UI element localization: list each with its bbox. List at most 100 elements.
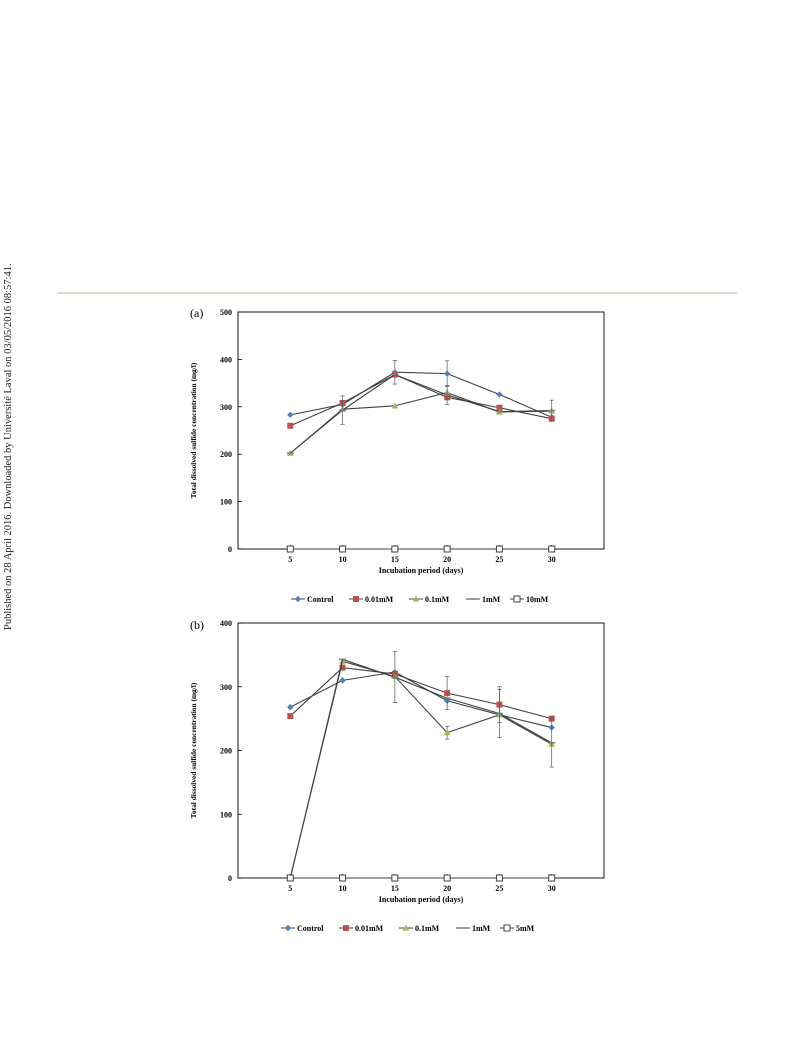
data-point xyxy=(443,729,451,736)
data-point xyxy=(548,545,556,553)
legend-marker xyxy=(503,924,511,932)
legend-item: 1mM xyxy=(466,595,501,604)
panel-label: (b) xyxy=(190,618,204,632)
legend-item: Control xyxy=(291,595,334,604)
data-point xyxy=(287,703,294,711)
data-point xyxy=(443,370,451,377)
legend-label: Control xyxy=(297,924,324,933)
data-point xyxy=(287,713,294,720)
series-line xyxy=(289,667,552,720)
y-tick-label: 100 xyxy=(220,498,232,507)
series-line xyxy=(289,373,552,454)
data-point xyxy=(287,411,294,419)
data-point xyxy=(391,545,399,553)
legend-label: 1mM xyxy=(482,595,501,604)
series-line xyxy=(290,371,552,418)
legend-marker xyxy=(513,595,521,603)
series-line xyxy=(290,373,552,427)
legend-item: 0.1mM xyxy=(409,595,450,604)
legend-item: 10mM xyxy=(510,595,549,604)
series-1mM xyxy=(286,373,556,455)
data-point xyxy=(496,391,503,398)
y-tick-label: 0 xyxy=(228,545,232,554)
legend-marker xyxy=(402,924,410,931)
x-tick-label: 30 xyxy=(548,555,556,564)
y-axis-label: Total dissolved sulfide concentration (m… xyxy=(189,362,198,498)
legend-label: 0.1mM xyxy=(415,924,440,933)
data-point xyxy=(495,874,503,882)
y-tick-label: 100 xyxy=(220,810,232,819)
x-tick-label: 15 xyxy=(391,884,399,893)
legend-marker xyxy=(294,595,302,603)
chart-b: (b) 0 100 200 300 400 5 10 15 20 25 30 Incubation pe… xyxy=(189,618,605,933)
plot-frame xyxy=(237,311,605,550)
legend-label: 0.01mM xyxy=(365,595,394,604)
legend-marker xyxy=(353,596,359,602)
data-point xyxy=(443,874,451,882)
series-1mM xyxy=(286,651,556,879)
legend-label: 0.1mM xyxy=(425,595,450,604)
data-point xyxy=(287,422,294,429)
y-tick-label: 500 xyxy=(220,308,232,317)
page-divider xyxy=(57,292,737,294)
x-tick-label: 5 xyxy=(288,884,292,893)
download-notice: Published on 28 April 2016. Downloaded b… xyxy=(3,263,14,630)
legend-item: 0.01mM xyxy=(349,595,394,604)
data-point xyxy=(339,545,347,553)
data-point xyxy=(339,874,347,882)
data-point xyxy=(339,664,346,671)
y-tick-label: 400 xyxy=(220,619,232,628)
legend-item: 5mM xyxy=(500,924,535,933)
legend-label: 0.01mM xyxy=(355,924,384,933)
series-0.01mM xyxy=(287,664,555,723)
legend-label: 1mM xyxy=(472,924,491,933)
x-tick-label: 5 xyxy=(288,555,292,564)
data-point xyxy=(339,677,346,684)
legend-marker xyxy=(284,924,292,932)
series-0.1mM xyxy=(286,657,556,881)
data-point xyxy=(443,545,451,553)
series-line xyxy=(289,658,552,879)
y-tick-label: 200 xyxy=(220,747,232,756)
data-point xyxy=(548,874,556,882)
data-point xyxy=(495,545,503,553)
data-point xyxy=(286,545,294,553)
series-line xyxy=(289,392,552,454)
panel-label: (a) xyxy=(190,306,203,320)
x-tick-label: 10 xyxy=(339,884,347,893)
chart-a: (a) 0 100 200 300 400 500 5 10 15 20 25 30 Incubation… xyxy=(189,306,605,604)
series-0.01mM xyxy=(287,371,555,429)
x-tick-label: 30 xyxy=(548,884,556,893)
data-point xyxy=(444,690,451,697)
series-line xyxy=(289,660,552,879)
y-axis-label: Total dissolved sulfide concentration (m… xyxy=(189,682,198,818)
legend-label: Control xyxy=(307,595,334,604)
y-tick-label: 300 xyxy=(220,683,232,692)
plot-frame xyxy=(237,622,605,879)
legend-item: Control xyxy=(281,924,324,933)
x-tick-label: 25 xyxy=(495,884,503,893)
series-5mM xyxy=(286,874,556,882)
legend-label: 10mM xyxy=(526,595,549,604)
x-axis-label: Incubation period (days) xyxy=(379,566,464,575)
legend-label: 5mM xyxy=(516,924,535,933)
y-tick-label: 0 xyxy=(228,874,232,883)
series-10mM xyxy=(286,545,556,553)
x-tick-label: 10 xyxy=(339,555,347,564)
series-line xyxy=(290,671,552,729)
x-tick-label: 25 xyxy=(495,555,503,564)
data-point xyxy=(286,874,294,882)
data-point xyxy=(391,402,399,409)
data-point xyxy=(496,404,503,411)
legend-marker xyxy=(412,595,420,602)
y-tick-label: 300 xyxy=(220,403,232,412)
x-tick-label: 20 xyxy=(443,555,451,564)
x-axis-label: Incubation period (days) xyxy=(379,895,464,904)
legend-item: 0.01mM xyxy=(339,924,384,933)
x-tick-label: 15 xyxy=(391,555,399,564)
legend-item: 1mM xyxy=(456,924,491,933)
y-tick-label: 400 xyxy=(220,355,232,364)
data-point xyxy=(391,874,399,882)
legend-item: 0.1mM xyxy=(399,924,440,933)
legend-marker xyxy=(343,925,349,931)
